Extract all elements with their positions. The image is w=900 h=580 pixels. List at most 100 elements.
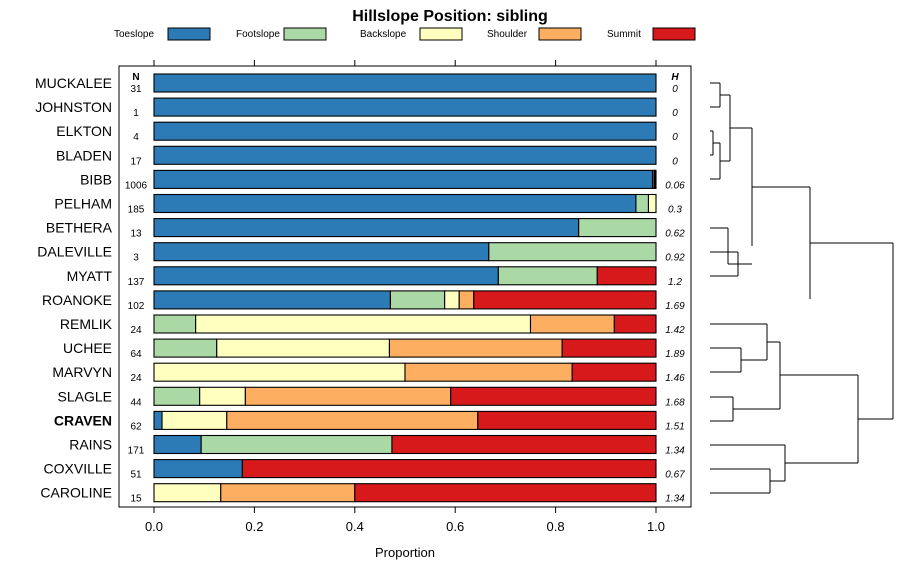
legend: Toeslope Footslope Backslope Shoulder Summit (114, 27, 696, 41)
legend-label-backslope: Backslope (360, 29, 407, 40)
bar-row-pelham: PELHAM 185 0.3 (54, 193, 682, 216)
bar-segment-toeslope (153, 459, 243, 479)
h-value: 0.06 (665, 180, 685, 191)
bar-row-bibb: BIBB 1006 0.06 (80, 169, 685, 191)
bar-segment-footslope (389, 290, 446, 310)
row-label: REMLIK (60, 316, 113, 332)
n-value: 4 (133, 132, 139, 143)
bar-row-muckalee: MUCKALEE 31 0 (35, 73, 678, 95)
bar-segment-shoulder (404, 362, 573, 382)
row-label: ELKTON (56, 123, 112, 139)
h-value: 0 (672, 156, 678, 167)
bar-segment-summit (473, 290, 657, 310)
n-value: 1006 (125, 180, 148, 191)
bar-segment-backslope (216, 338, 390, 358)
legend-label-toeslope: Toeslope (114, 29, 154, 40)
h-value: 0 (672, 108, 678, 119)
row-label: BIBB (80, 171, 112, 187)
bar-segment-toeslope (153, 73, 657, 93)
bar-segment-toeslope (153, 145, 657, 165)
h-value: 0.3 (668, 205, 682, 216)
row-label: MYATT (67, 268, 113, 284)
bar-segment-backslope (153, 483, 222, 503)
bar-row-bladen: BLADEN 17 0 (56, 145, 678, 167)
row-label: COXVILLE (44, 461, 112, 477)
bar-row-caroline: CAROLINE 15 1.34 (40, 483, 685, 505)
bar-segment-summit (561, 338, 657, 358)
row-label: MUCKALEE (35, 75, 112, 91)
x-tick-label: 1.0 (647, 519, 665, 534)
bar-segment-backslope (444, 290, 460, 310)
row-label: DALEVILLE (37, 244, 112, 260)
bar-segment-shoulder (226, 410, 479, 430)
row-label: SLAGLE (58, 388, 112, 404)
bar-segment-backslope (161, 410, 228, 430)
bar-segment-toeslope (153, 410, 163, 430)
n-value: 17 (130, 156, 142, 167)
n-value: 62 (130, 421, 142, 432)
bar-segment-toeslope (153, 218, 580, 238)
bar-row-elkton: ELKTON 4 0 (56, 121, 678, 143)
h-value: 1.89 (665, 349, 685, 360)
bar-segment-footslope (635, 193, 650, 214)
n-value: 31 (130, 84, 142, 95)
bar-segment-backslope (199, 386, 246, 406)
h-value: 1.34 (665, 446, 685, 457)
h-value: 1.42 (665, 325, 685, 336)
n-value: 3 (133, 253, 139, 264)
bar-segment-summit (571, 362, 657, 382)
bar-segment-footslope (488, 242, 657, 262)
bar-row-johnston: JOHNSTON 1 0 (35, 97, 678, 119)
n-value: 15 (130, 494, 142, 505)
bar-row-marvyn: MARVYN 24 1.46 (52, 362, 685, 384)
x-tick-label: 0.4 (346, 519, 364, 534)
h-value: 0 (672, 132, 678, 143)
n-value: 102 (128, 301, 145, 312)
bar-segment-toeslope (153, 97, 657, 117)
h-value: 1.51 (665, 421, 684, 432)
legend-swatch-summit (652, 27, 696, 41)
bar-row-daleville: DALEVILLE 3 0.92 (37, 242, 685, 264)
x-tick-label: 0.0 (145, 519, 163, 534)
legend-swatch-backslope (419, 27, 463, 41)
bar-segment-footslope (153, 386, 201, 406)
row-label: CAROLINE (40, 485, 112, 501)
bar-row-slagle: SLAGLE 44 1.68 (58, 386, 685, 408)
bar-segment-footslope (578, 218, 657, 238)
h-value: 1.69 (665, 301, 685, 312)
bar-rows: MUCKALEE 31 0 JOHNSTON 1 0 ELKTON 4 0 BLADEN 17 0 BI… (35, 73, 685, 505)
bar-segment-shoulder (244, 386, 452, 406)
plot-frame (118, 65, 692, 508)
x-tick-label: 0.6 (446, 519, 464, 534)
bar-segment-summit (241, 459, 657, 479)
h-value: 1.46 (665, 373, 685, 384)
bar-row-craven: CRAVEN 62 1.51 (54, 410, 685, 432)
bar-segment-summit (391, 434, 657, 455)
legend-label-shoulder: Shoulder (487, 29, 528, 40)
n-value: 64 (130, 349, 142, 360)
n-value: 51 (130, 470, 142, 481)
bar-segment-toeslope (153, 193, 637, 214)
n-value: 185 (128, 205, 145, 216)
bar-row-bethera: BETHERA 13 0.62 (46, 218, 685, 240)
row-label: BLADEN (56, 147, 112, 163)
bar-segment-summit (596, 266, 657, 286)
n-header: N (132, 72, 139, 83)
legend-swatch-footslope (283, 27, 327, 41)
bar-segment-toeslope (153, 290, 391, 310)
bar-segment-shoulder (458, 290, 475, 310)
bar-segment-shoulder (529, 314, 615, 334)
row-label: JOHNSTON (35, 99, 112, 115)
h-value: 0.67 (665, 470, 685, 481)
bar-segment-summit (654, 169, 657, 189)
x-tick-label: 0.2 (245, 519, 263, 534)
bar-row-roanoke: ROANOKE 102 1.69 (42, 290, 685, 312)
h-value: 0 (672, 84, 678, 95)
bar-segment-toeslope (153, 242, 490, 262)
x-tick-label: 0.8 (547, 519, 565, 534)
h-value: 0.62 (665, 229, 685, 240)
bar-segment-backslope (647, 193, 657, 214)
bar-segment-summit (613, 314, 657, 334)
legend-swatch-toeslope (167, 27, 211, 41)
